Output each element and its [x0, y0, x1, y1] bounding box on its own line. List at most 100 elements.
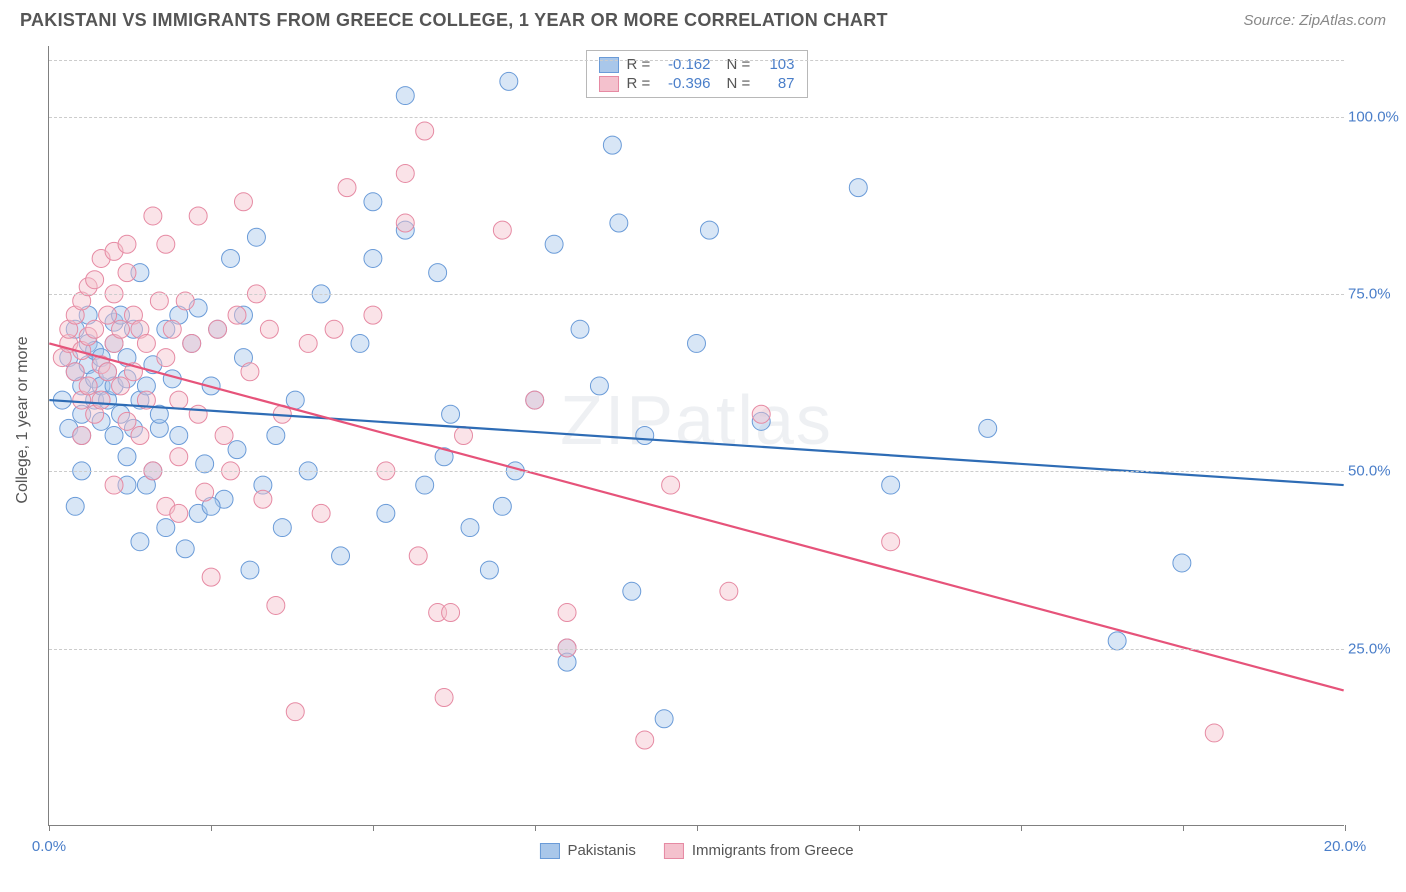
y-tick-label: 75.0% — [1348, 286, 1400, 303]
x-tick — [49, 825, 50, 831]
data-point — [351, 334, 369, 352]
data-point — [480, 561, 498, 579]
data-point — [455, 427, 473, 445]
data-point — [396, 214, 414, 232]
gridline-h — [49, 60, 1344, 61]
r-label: R = — [627, 56, 653, 73]
data-point — [364, 249, 382, 267]
data-point — [234, 193, 252, 211]
data-point — [493, 221, 511, 239]
data-point — [1173, 554, 1191, 572]
data-point — [429, 264, 447, 282]
data-point — [364, 193, 382, 211]
data-point — [176, 540, 194, 558]
data-point — [163, 320, 181, 338]
data-point — [131, 427, 149, 445]
data-point — [86, 271, 104, 289]
data-point — [170, 504, 188, 522]
data-point — [79, 377, 97, 395]
data-point — [442, 405, 460, 423]
data-point — [655, 710, 673, 728]
r-label: R = — [627, 75, 653, 92]
data-point — [118, 235, 136, 253]
data-point — [500, 72, 518, 90]
data-point — [99, 363, 117, 381]
legend-label: Immigrants from Greece — [692, 842, 854, 859]
data-point — [254, 490, 272, 508]
legend-swatch — [539, 843, 559, 859]
x-tick — [1345, 825, 1346, 831]
data-point — [849, 179, 867, 197]
x-tick — [373, 825, 374, 831]
data-point — [396, 87, 414, 105]
data-point — [286, 391, 304, 409]
data-point — [112, 320, 130, 338]
data-point — [86, 320, 104, 338]
n-label: N = — [727, 56, 753, 73]
data-point — [66, 497, 84, 515]
data-point — [1205, 724, 1223, 742]
data-point — [558, 604, 576, 622]
n-value: 103 — [761, 56, 795, 73]
data-point — [332, 547, 350, 565]
data-point — [183, 334, 201, 352]
r-value: -0.396 — [661, 75, 711, 92]
data-point — [137, 334, 155, 352]
data-point — [118, 448, 136, 466]
data-point — [364, 306, 382, 324]
data-point — [688, 334, 706, 352]
data-point — [196, 455, 214, 473]
data-point — [299, 334, 317, 352]
chart-title: PAKISTANI VS IMMIGRANTS FROM GREECE COLL… — [20, 10, 888, 31]
data-point — [493, 497, 511, 515]
data-point — [882, 533, 900, 551]
data-point — [241, 561, 259, 579]
data-point — [228, 306, 246, 324]
data-point — [267, 427, 285, 445]
data-point — [170, 391, 188, 409]
data-point — [189, 207, 207, 225]
legend-label: Pakistanis — [567, 842, 635, 859]
data-point — [461, 519, 479, 537]
x-tick — [1021, 825, 1022, 831]
data-point — [131, 533, 149, 551]
legend-swatch — [664, 843, 684, 859]
x-tick — [1183, 825, 1184, 831]
chart-plot-area: ZIPatlas R =-0.162N =103R =-0.396N =87 P… — [48, 46, 1344, 826]
data-point — [112, 377, 130, 395]
data-point — [247, 228, 265, 246]
data-point — [590, 377, 608, 395]
x-tick — [535, 825, 536, 831]
data-point — [209, 320, 227, 338]
x-tick — [211, 825, 212, 831]
data-point — [526, 391, 544, 409]
data-point — [545, 235, 563, 253]
n-value: 87 — [761, 75, 795, 92]
data-point — [1108, 632, 1126, 650]
data-point — [623, 582, 641, 600]
data-point — [228, 441, 246, 459]
data-point — [157, 519, 175, 537]
data-point — [610, 214, 628, 232]
data-point — [170, 448, 188, 466]
gridline-h — [49, 471, 1344, 472]
data-point — [215, 427, 233, 445]
data-point — [105, 427, 123, 445]
data-point — [442, 604, 460, 622]
r-value: -0.162 — [661, 56, 711, 73]
y-axis-title: College, 1 year or more — [14, 336, 32, 503]
data-point — [273, 519, 291, 537]
data-point — [105, 476, 123, 494]
data-point — [99, 306, 117, 324]
data-point — [603, 136, 621, 154]
data-point — [396, 164, 414, 182]
y-tick-label: 50.0% — [1348, 463, 1400, 480]
data-point — [196, 483, 214, 501]
data-point — [267, 596, 285, 614]
data-point — [144, 207, 162, 225]
data-point — [66, 363, 84, 381]
data-point — [241, 363, 259, 381]
data-point — [118, 264, 136, 282]
data-point — [882, 476, 900, 494]
data-point — [979, 419, 997, 437]
